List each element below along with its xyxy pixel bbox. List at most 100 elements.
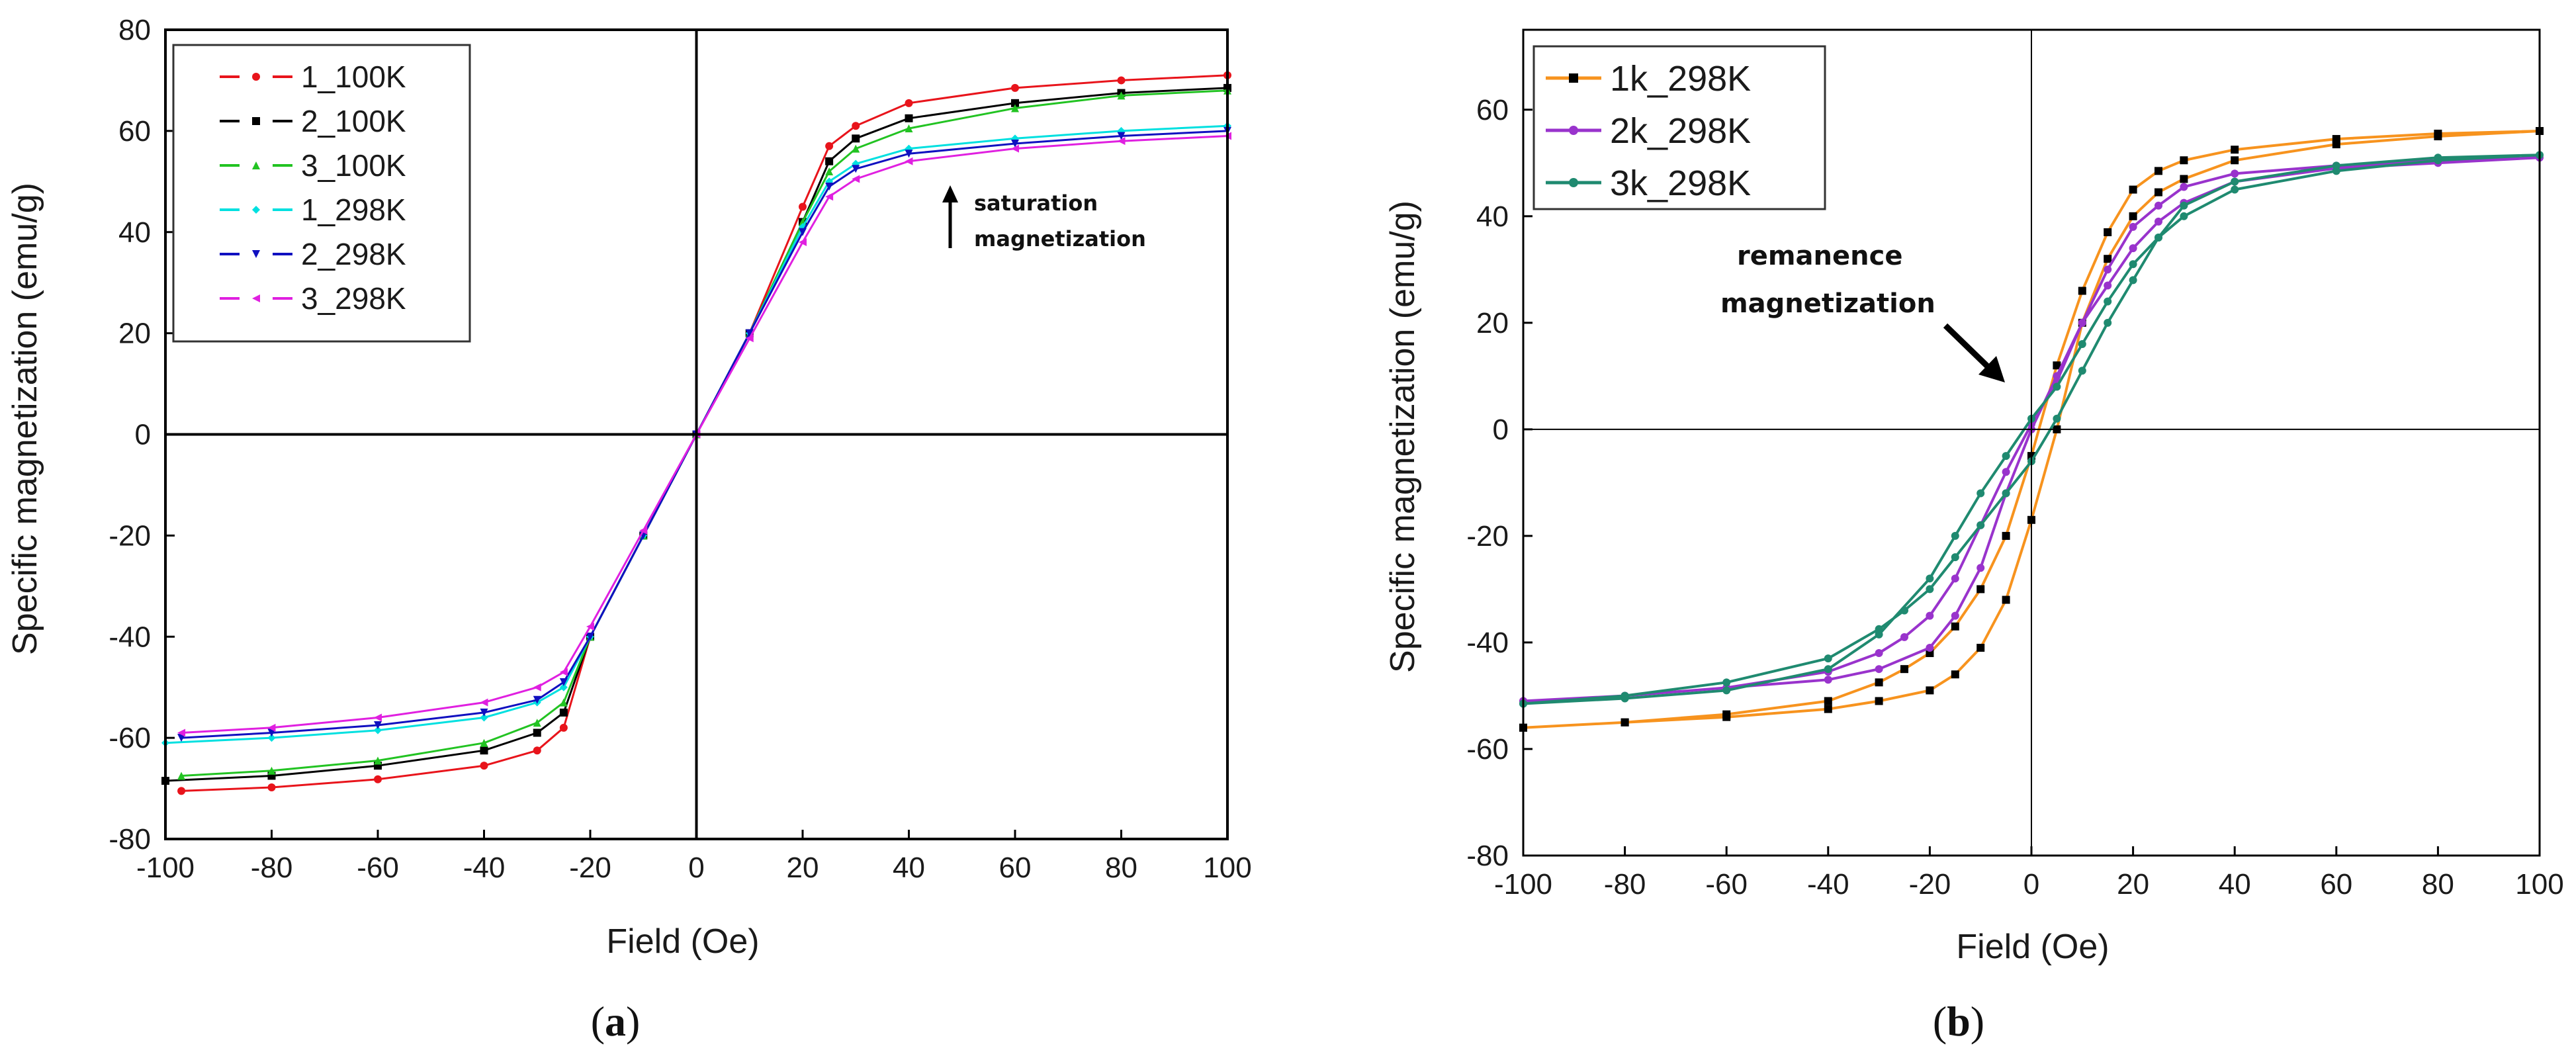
- chart-a-legend-swatch-marker: [252, 117, 260, 125]
- chart-a-point-2_298K: [559, 678, 568, 687]
- chart-b-point-3k_298K: [1976, 489, 1985, 498]
- chart-a-point-2_100K: [1011, 99, 1019, 107]
- chart-a-legend: 1_100K 2_100K 3_100K 1_298K 2_298K 3_298K: [172, 44, 471, 343]
- chart-a-point-3_100K: [374, 756, 382, 765]
- chart-b-point-3k_298K: [2104, 318, 2112, 327]
- chart-b-legend-swatch-marker: [1569, 73, 1578, 83]
- chart-b-point-3k_298K: [2104, 297, 2112, 306]
- chart-a-x-tick-label: -100: [136, 852, 195, 884]
- chart-a-x-tick-label: 40: [893, 852, 925, 884]
- chart-a-point-2_298K: [374, 721, 382, 730]
- chart-b-point-3k_298K: [2180, 212, 2188, 220]
- chart-b-point-2k_298K: [2104, 265, 2112, 274]
- chart-b-point-2k_298K: [1976, 564, 1985, 572]
- chart-b-point-2k_298K: [2129, 222, 2137, 231]
- chart-a-point-3_100K: [1117, 91, 1126, 100]
- chart-a-point-1_100K: [905, 99, 913, 107]
- chart-b-x-tick-label: -60: [1705, 868, 1748, 901]
- chart-b-x-tick-label: -80: [1604, 868, 1646, 901]
- chart-b-point-1k_298K: [1824, 705, 1832, 713]
- chart-b-point-1k_298K: [2002, 531, 2010, 540]
- chart-a-point-1_100K: [533, 746, 541, 755]
- chart-a-y-tick-label: -20: [109, 519, 151, 552]
- chart-a-point-1_100K: [1117, 76, 1126, 85]
- chart-a-point-1_100K: [1011, 83, 1019, 92]
- chart-a-point-3_298K: [905, 157, 913, 165]
- chart-a-y-tick-label: -60: [109, 722, 151, 754]
- chart-b-point-3k_298K: [2332, 161, 2340, 170]
- remanence-arrowhead-icon: [1978, 356, 2005, 382]
- chart-b-point-3k_298K: [1621, 691, 1629, 700]
- chart-a-x-tick-label: 100: [1203, 852, 1251, 884]
- chart-b-point-1k_298K: [2180, 156, 2188, 165]
- chart-b-point-1k_298K: [1824, 697, 1832, 705]
- chart-b-point-1k_298K: [1900, 665, 1908, 674]
- chart-b-point-3k_298K: [2002, 452, 2010, 461]
- chart-a-point-1_298K: [480, 713, 488, 722]
- chart-b-point-1k_298K: [2434, 130, 2442, 138]
- chart-a-point-2_100K: [905, 114, 913, 122]
- chart-b-point-3k_298K: [2078, 367, 2086, 375]
- chart-b-point-3k_298K: [1824, 665, 1832, 674]
- chart-b-legend-swatch-marker: [1569, 126, 1578, 135]
- chart-a-point-3_298K: [639, 526, 648, 535]
- chart-a-point-3_298K: [1011, 144, 1019, 153]
- chart-b-point-3k_298K: [2078, 340, 2086, 349]
- chart-a-y-axis-title: Specific magnetization (emu/g): [6, 183, 44, 655]
- chart-b-axes: -100 -80 -60 -40 -20 0 20 40 60 80 100-80-60-40-20…: [1466, 28, 2564, 901]
- chart-b-line-1k_298K: [1523, 130, 2541, 729]
- chart-b-series-3k_298K: [1519, 151, 2544, 708]
- chart-b-point-1k_298K: [1621, 718, 1629, 727]
- chart-a-point-2_298K: [905, 150, 913, 158]
- chart-b-point-1k_298K: [1976, 643, 1985, 652]
- chart-b-point-2k_298K: [2002, 468, 2010, 476]
- chart-a-panel-label: (a): [591, 998, 641, 1045]
- chart-b-point-3k_298K: [1722, 678, 1731, 687]
- chart-b-y-tick-label: 0: [1493, 414, 1509, 446]
- chart-b-point-3k_298K: [2129, 260, 2137, 269]
- chart-a-x-tick-label: -40: [463, 852, 506, 884]
- chart-b-point-2k_298K: [1951, 574, 1959, 583]
- chart-a-point-3_298K: [745, 334, 754, 343]
- chart-a-panel-letter: a: [605, 998, 626, 1045]
- chart-b-annotation: remanence magnetization: [1720, 241, 2005, 382]
- chart-a-x-tick-label: 0: [688, 852, 704, 884]
- chart-a-point-1_100K: [799, 202, 807, 211]
- chart-b-point-2k_298K: [2104, 281, 2112, 290]
- chart-a-point-2_298K: [799, 228, 807, 236]
- chart-b-point-3k_298K: [2434, 154, 2442, 162]
- chart-b-point-2k_298K: [1824, 676, 1832, 684]
- chart-a-legend-item: 3_298K: [220, 281, 406, 316]
- chart-b-x-tick-label: -40: [1807, 868, 1849, 901]
- chart-b-annotation-line1: remanence: [1737, 241, 1902, 271]
- chart-b-x-tick-label: 60: [2320, 868, 2352, 901]
- chart-a-point-3_298K: [267, 723, 276, 732]
- chart-b-point-3k_298K: [1951, 553, 1959, 562]
- chart-a-legend-swatch-marker: [252, 161, 260, 169]
- chart-b-x-tick-label: 20: [2117, 868, 2149, 901]
- chart-a-y-tick-label: 80: [118, 14, 151, 46]
- chart-b-point-3k_298K: [1976, 521, 1985, 529]
- chart-a-point-2_100K: [852, 134, 860, 143]
- chart-a-point-3_100K: [177, 772, 186, 780]
- chart-b-legend-item: 1k_298K: [1546, 59, 1751, 99]
- chart-b-legend-label: 3k_298K: [1610, 163, 1751, 203]
- chart-b-legend-item: 2k_298K: [1546, 111, 1751, 151]
- chart-b-legend-label: 1k_298K: [1610, 59, 1751, 99]
- chart-a-point-2_100K: [825, 157, 834, 165]
- chart-b-x-tick-label: 80: [2422, 868, 2454, 901]
- chart-b-point-1k_298K: [2231, 156, 2239, 165]
- chart-b-x-tick-label: -20: [1909, 868, 1951, 901]
- chart-a-point-3_298K: [559, 668, 568, 676]
- chart-a-point-3_100K: [559, 698, 568, 707]
- chart-b-legend-item: 3k_298K: [1546, 163, 1751, 203]
- chart-a-point-3_100K: [480, 738, 488, 747]
- chart-b-series-layer: [1519, 126, 2544, 732]
- chart-b-point-2k_298K: [1951, 611, 1959, 620]
- chart-a-point-2_298K: [533, 695, 541, 704]
- chart-a-legend-swatch-marker: [252, 250, 260, 258]
- chart-b-x-tick-label: 40: [2219, 868, 2251, 901]
- chart-a-point-2_298K: [586, 633, 594, 641]
- chart-a-point-3_100K: [825, 167, 834, 176]
